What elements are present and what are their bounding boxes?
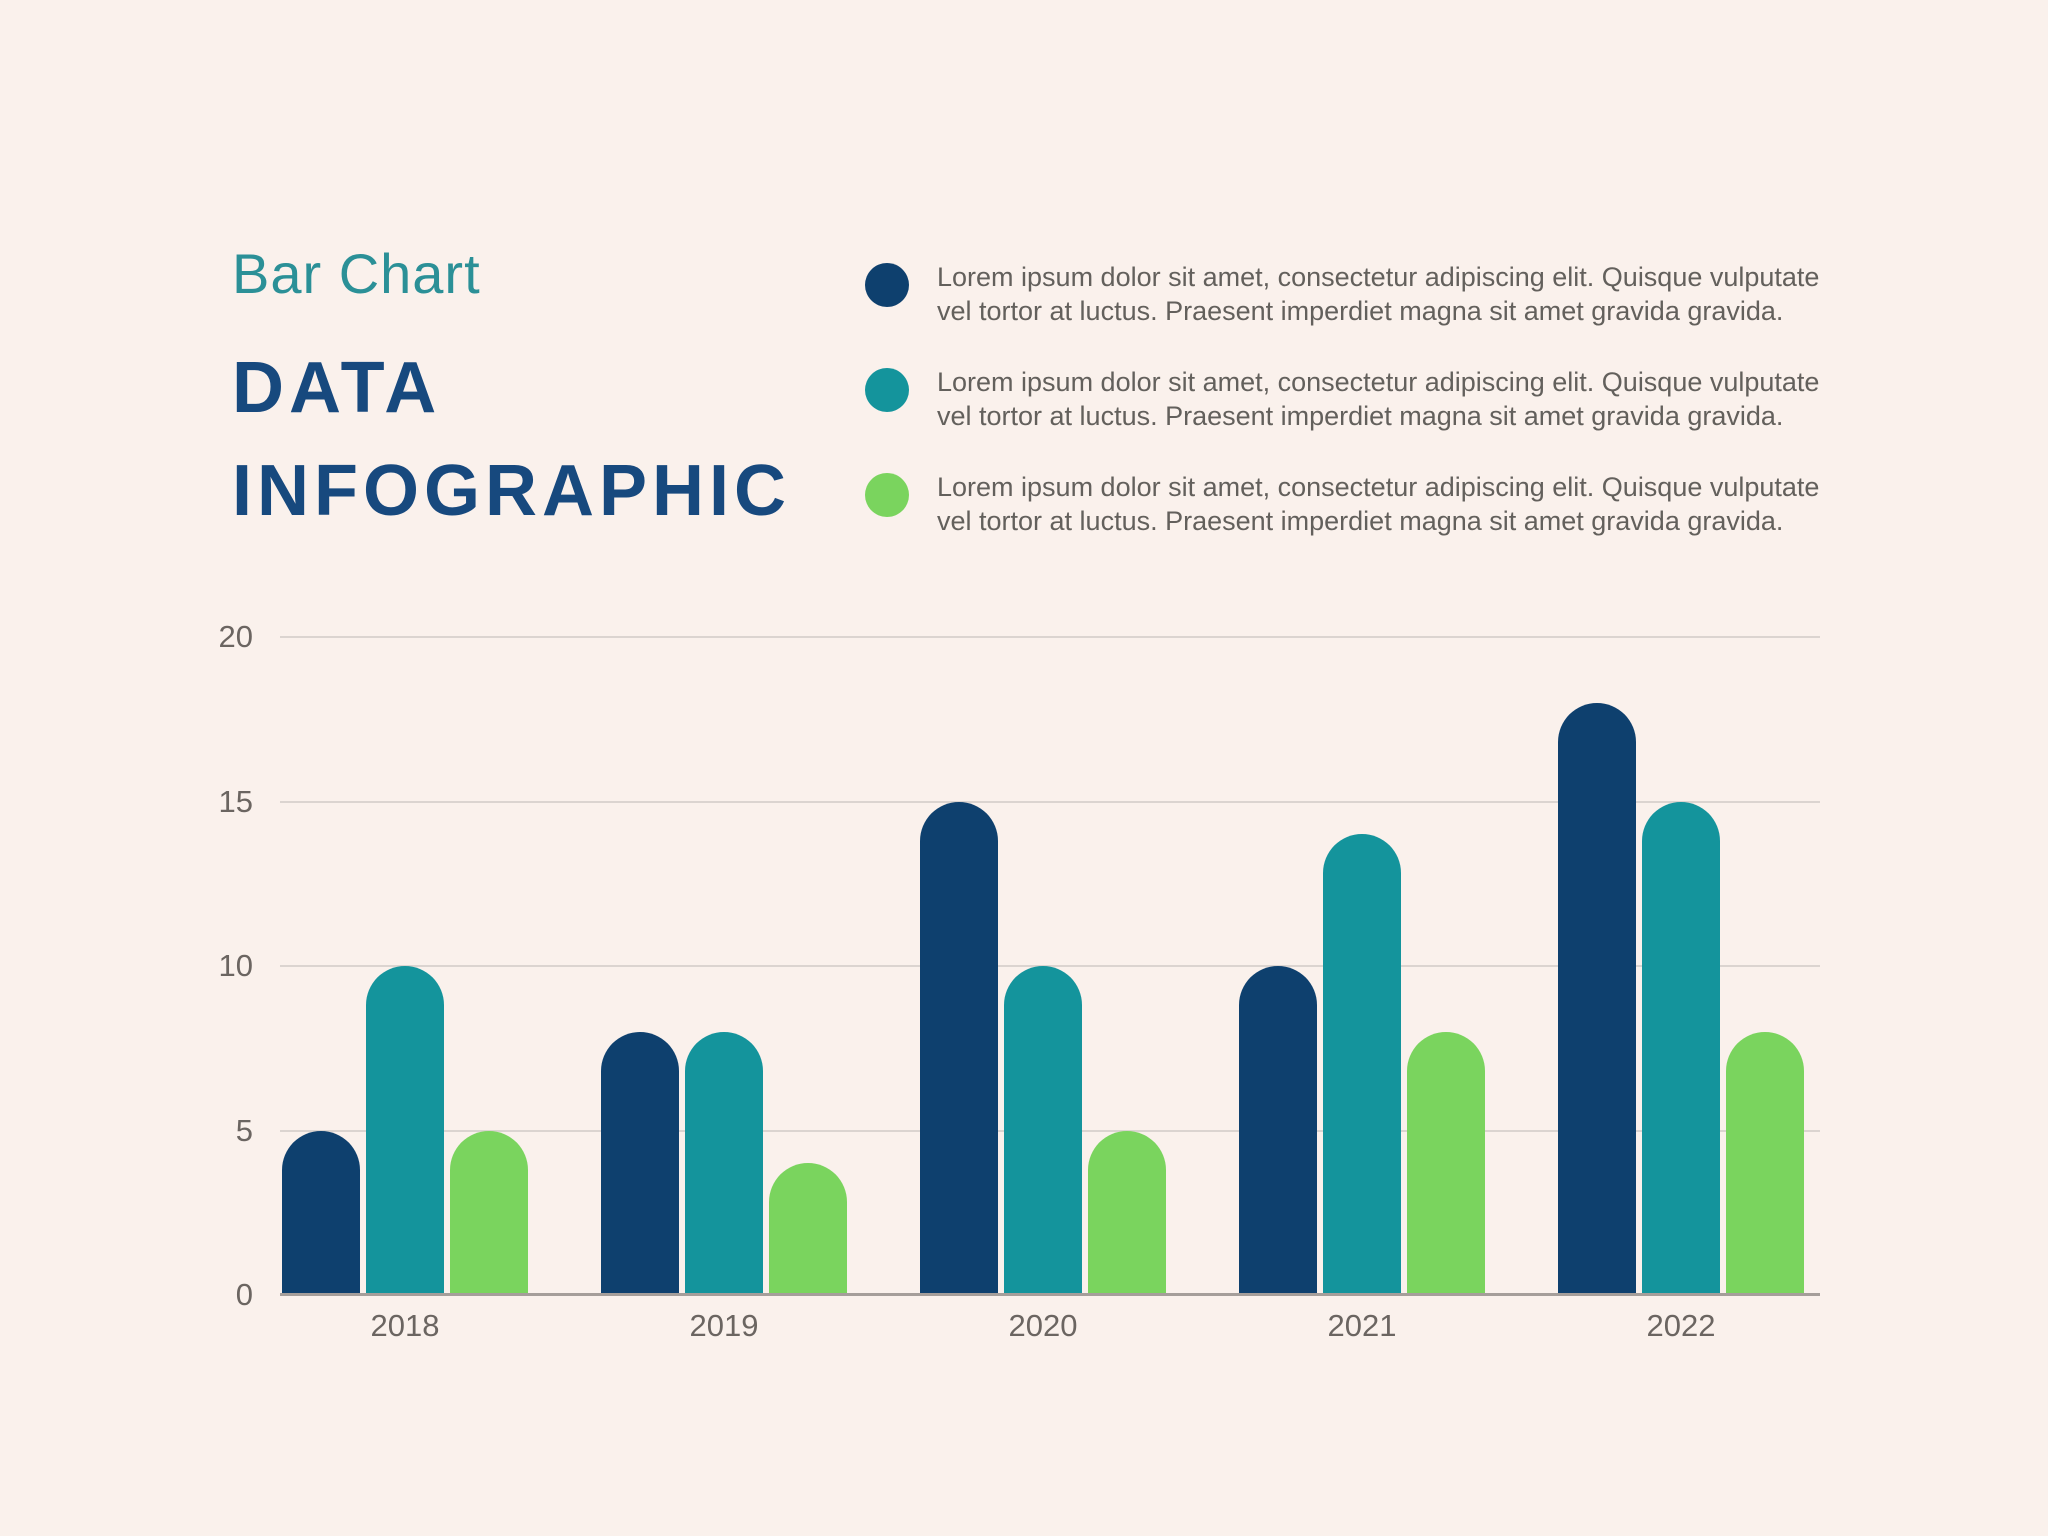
bar-teal-2019 <box>685 1031 763 1295</box>
y-tick-label-15: 15 <box>218 783 253 819</box>
bar-green-2020 <box>1088 1130 1166 1295</box>
x-axis-line <box>280 1293 1820 1296</box>
legend-text-line: vel tortor at luctus. Praesent imperdiet… <box>937 506 1784 536</box>
y-tick-label-5: 5 <box>235 1112 253 1148</box>
bar-green-2022 <box>1726 1031 1804 1295</box>
bar-group-2021: 2021 <box>1239 637 1485 1343</box>
bar-navy-2021 <box>1239 966 1317 1295</box>
bar-navy-2018 <box>282 1130 360 1295</box>
bar-navy-2022 <box>1558 702 1636 1295</box>
legend-text-line: Lorem ipsum dolor sit amet, consectetur … <box>937 262 1820 292</box>
bar-teal-2020 <box>1004 966 1082 1295</box>
y-tick-label-0: 0 <box>235 1277 253 1312</box>
legend-item-1: Lorem ipsum dolor sit amet, consectetur … <box>865 260 1819 328</box>
legend-text-line: Lorem ipsum dolor sit amet, consectetur … <box>937 367 1820 397</box>
gridline-20 <box>280 636 1820 638</box>
legend-text-line: Lorem ipsum dolor sit amet, consectetur … <box>937 472 1820 502</box>
bar-navy-2019 <box>601 1031 679 1295</box>
page-title: DATA INFOGRAPHIC <box>232 337 791 543</box>
legend-item-text: Lorem ipsum dolor sit amet, consectetur … <box>937 260 1819 328</box>
bar-navy-2020 <box>920 801 998 1295</box>
gridline-15 <box>280 800 1820 803</box>
bar-teal-2021 <box>1323 834 1401 1295</box>
bar-group-2019: 2019 <box>601 637 847 1343</box>
bar-teal-2018 <box>366 966 444 1295</box>
legend-item-text: Lorem ipsum dolor sit amet, consectetur … <box>937 470 1819 538</box>
legend-item-2: Lorem ipsum dolor sit amet, consectetur … <box>865 365 1819 433</box>
bar-group-2022: 2022 <box>1558 637 1804 1343</box>
bar-group-2018: 2018 <box>282 637 528 1343</box>
bar-green-2019 <box>769 1163 847 1295</box>
x-tick-label-2021: 2021 <box>1327 1308 1397 1343</box>
legend-text-line: vel tortor at luctus. Praesent imperdiet… <box>937 296 1784 326</box>
legend-item-3: Lorem ipsum dolor sit amet, consectetur … <box>865 470 1819 538</box>
legend-item-text: Lorem ipsum dolor sit amet, consectetur … <box>937 365 1819 433</box>
page-title-line-1: DATA <box>232 348 442 428</box>
plot-area: 0 5 10 15 20 2018 2019 2020 2021 2022 <box>219 620 1820 1343</box>
teal-circle-icon <box>865 368 909 412</box>
x-tick-label-2019: 2019 <box>689 1308 759 1343</box>
x-tick-label-2018: 2018 <box>370 1308 440 1343</box>
y-tick-label-10: 10 <box>218 948 253 983</box>
green-circle-icon <box>865 473 909 517</box>
chart-subtitle: Bar Chart <box>232 242 481 305</box>
navy-circle-icon <box>865 263 909 307</box>
x-tick-label-2022: 2022 <box>1646 1308 1716 1343</box>
y-tick-label-20: 20 <box>218 619 253 654</box>
bar-teal-2022 <box>1642 801 1720 1295</box>
bar-green-2021 <box>1407 1031 1485 1295</box>
title-block: Bar Chart DATA INFOGRAPHIC <box>232 243 791 543</box>
bar-green-2018 <box>450 1130 528 1295</box>
bar-group-2020: 2020 <box>920 637 1166 1343</box>
page-title-line-2: INFOGRAPHIC <box>232 451 791 531</box>
x-tick-label-2020: 2020 <box>1008 1308 1078 1343</box>
legend: Lorem ipsum dolor sit amet, consectetur … <box>865 260 1819 538</box>
legend-text-line: vel tortor at luctus. Praesent imperdiet… <box>937 401 1784 431</box>
